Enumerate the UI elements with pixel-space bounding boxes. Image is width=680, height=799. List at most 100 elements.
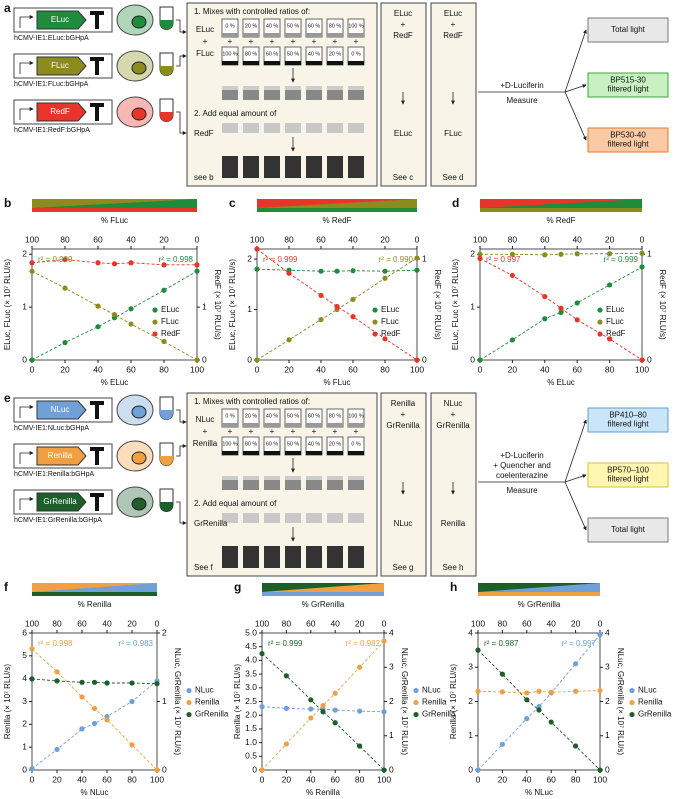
terminator <box>90 57 104 75</box>
well <box>327 156 343 178</box>
legend-label: GrRenilla <box>638 710 672 719</box>
y-tick-label: 2 <box>247 253 252 263</box>
x2-tick-label: 80 <box>60 234 70 244</box>
data-point <box>639 357 645 363</box>
column-box <box>430 392 477 577</box>
well <box>285 123 301 133</box>
data-point <box>62 339 68 346</box>
arrow <box>564 419 587 483</box>
x-label: % ELuc <box>101 378 129 387</box>
well-top <box>327 86 343 90</box>
plot-frame <box>31 248 198 361</box>
data-point <box>259 704 265 710</box>
panel-label: a <box>4 1 11 15</box>
data-point <box>194 357 200 363</box>
ratio-bottom: 100 % <box>222 51 237 57</box>
data-point <box>542 316 548 322</box>
mix-label: + <box>203 37 208 46</box>
panel-label: e <box>4 391 11 405</box>
ratio-fill <box>243 33 259 37</box>
ratio-fill <box>348 423 364 427</box>
y-tick-label: 1 <box>468 730 473 740</box>
x-tick-label: 80 <box>571 774 581 784</box>
data-point <box>357 743 363 749</box>
data-point <box>62 285 68 291</box>
mix-label: Renilla <box>193 439 218 448</box>
data-point <box>597 632 603 638</box>
x-tick-label: 80 <box>605 364 615 374</box>
output-box <box>587 17 669 43</box>
series-line <box>477 634 601 771</box>
data-point <box>254 246 260 252</box>
output-text: filtered light <box>608 140 650 149</box>
x-tick-label: 100 <box>593 774 607 784</box>
x2-tick-label: 60 <box>306 618 316 628</box>
nucleus <box>131 497 147 511</box>
column-result: NLuc <box>394 519 413 528</box>
ratio-fill <box>327 423 343 427</box>
arrow <box>564 474 587 483</box>
x-tick-label: 0 <box>30 774 35 784</box>
x-tick-label: 20 <box>282 774 292 784</box>
legend-marker <box>186 699 192 706</box>
data-point <box>607 251 613 257</box>
data-point <box>154 681 160 687</box>
legend-label: ELuc <box>161 305 179 314</box>
well <box>348 546 364 568</box>
y-tick-label: 0 <box>470 354 475 364</box>
ratio-bottom: 50 % <box>287 51 299 57</box>
data-point <box>574 317 580 323</box>
ratio-fill <box>285 33 301 37</box>
column-mix: RedF <box>393 31 413 40</box>
x-tick-label: 0 <box>255 364 260 374</box>
annotation: r² = 0.982 <box>346 639 381 648</box>
ratio-top: 0 % <box>225 413 234 419</box>
data-point <box>382 275 388 281</box>
legend-label: RedF <box>161 329 181 338</box>
legend-label: FLuc <box>606 317 624 326</box>
data-point <box>29 766 35 772</box>
x2-label: % GrRenilla <box>518 600 561 609</box>
column-see: See g <box>393 563 414 572</box>
y2-label: NLuc, GrRenilla (× 10⁷ RLU/s) <box>173 648 182 755</box>
x2-tick-label: 60 <box>77 618 87 628</box>
bar-rising <box>32 199 197 208</box>
y2-tick-label: 2 <box>162 627 167 637</box>
gene-box <box>36 56 87 76</box>
data-point <box>283 741 289 747</box>
y2-tick-label: 1 <box>422 253 427 263</box>
legend-marker <box>372 307 378 313</box>
ratio-fill <box>285 451 301 455</box>
y2-tick-label: 3 <box>389 662 394 672</box>
x-tick-label: 40 <box>93 364 103 374</box>
y-tick-label: 0 <box>22 764 27 774</box>
step2: 2. Add equal amount of <box>194 109 277 118</box>
gene-name: FLuc <box>51 61 69 70</box>
y2-tick-label: 4 <box>389 627 394 637</box>
ratio-fill <box>327 61 343 65</box>
data-point <box>524 690 530 696</box>
data-point <box>548 719 554 725</box>
legend-marker <box>186 687 192 694</box>
promoter <box>19 451 34 464</box>
plot-frame <box>261 632 385 771</box>
plus: + <box>312 427 317 436</box>
reagent: +D-Luciferin <box>500 451 543 460</box>
arrow <box>176 501 187 525</box>
data-point <box>29 676 35 682</box>
data-point <box>574 251 580 257</box>
legend-label: Renilla <box>195 698 220 707</box>
terminator <box>90 401 104 419</box>
x-tick-label: 60 <box>102 774 112 784</box>
arrow <box>176 54 187 67</box>
plus: + <box>228 37 233 46</box>
data-point <box>29 357 35 363</box>
data-point <box>357 664 363 670</box>
x-tick-label: 60 <box>126 364 136 374</box>
data-point <box>332 690 338 696</box>
reagent: +D-Luciferin <box>500 81 543 90</box>
arrow <box>564 91 587 141</box>
data-point <box>161 338 167 345</box>
y2-tick-label: 4 <box>605 627 610 637</box>
x2-label: % FLuc <box>101 216 128 225</box>
